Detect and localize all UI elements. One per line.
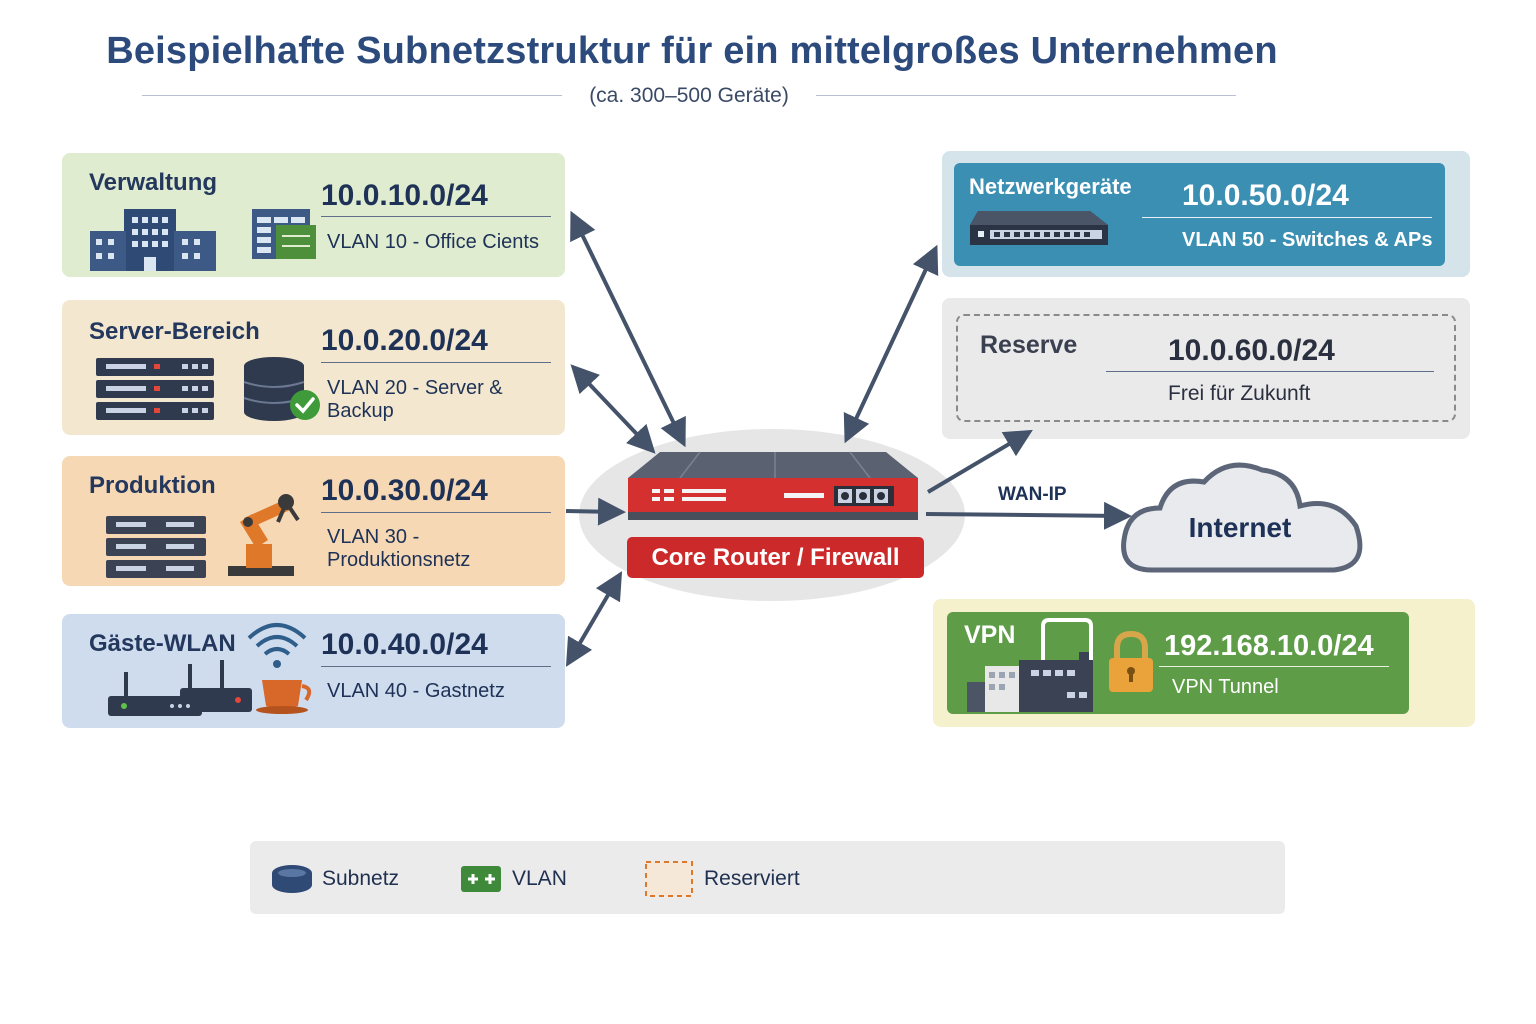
arrow-server: [570, 364, 656, 454]
subnet-note: Frei für Zukunft: [1168, 382, 1311, 405]
divider: [1159, 666, 1389, 667]
divider: [1142, 217, 1432, 218]
subnet-network: 10.0.60.0/24: [1168, 334, 1335, 367]
check-icon: [290, 390, 320, 420]
factory-icon: [967, 618, 1093, 712]
subnet-box-vpn: VPN 192.168.10.0/24 VPN Tunnel: [947, 612, 1409, 714]
subtitle-row: (ca. 300–500 Geräte): [142, 84, 1236, 114]
wifi-icon: [247, 623, 307, 668]
cloud-icon: [1121, 462, 1363, 573]
reserved-dashed-border: [956, 314, 1456, 422]
subnet-network: 10.0.30.0/24: [321, 474, 488, 507]
divider: [321, 512, 551, 513]
padlock-icon: [1109, 630, 1153, 692]
subtitle-line-left: [142, 95, 562, 96]
subnet-box-gaeste-wlan: Gäste-WLAN 10.0.40.0/24 VLAN 40 - Gastne…: [62, 614, 565, 728]
subnet-name: Server-Bereich: [89, 318, 260, 345]
switch-icon: [970, 211, 1108, 245]
legend-subnet-label: Subnetz: [322, 867, 400, 890]
subnet-legend-icon: [272, 865, 312, 893]
divider: [321, 216, 551, 217]
arrow-netzwerk: [843, 244, 939, 444]
subnet-note: VPN Tunnel: [1172, 676, 1279, 698]
subnet-name: VPN: [964, 621, 1016, 649]
subnet-vlan: VLAN 10 - Office Cients: [327, 231, 539, 253]
subnet-network: 10.0.50.0/24: [1182, 179, 1349, 212]
legend-reserved-label: Reserviert: [704, 867, 800, 890]
legend-vlan-label: VLAN: [512, 867, 567, 890]
router-device-icon: [108, 660, 252, 716]
page-subtitle: (ca. 300–500 Geräte): [589, 84, 789, 107]
subnet-vlan: VLAN 20 - Server & Backup: [327, 377, 503, 422]
subnet-vlan: VLAN 30 - Produktionsnetz: [327, 526, 471, 571]
subnet-network: 10.0.10.0/24: [321, 179, 488, 212]
coffee-cup-icon: [256, 680, 312, 714]
robot-arm-icon: [228, 494, 300, 576]
subnet-name: Netzwerkgeräte: [969, 174, 1132, 199]
spreadsheet-icon: [252, 209, 316, 259]
arrow-gaeste: [565, 571, 623, 667]
wan-label: WAN-IP: [998, 484, 1067, 505]
subnet-network: 10.0.40.0/24: [321, 628, 488, 661]
subnet-name: Produktion: [89, 472, 216, 499]
subnet-name: Reserve: [980, 331, 1078, 359]
subnet-vlan: VLAN 40 - Gastnetz: [327, 680, 505, 702]
router-device-icon: [628, 451, 918, 520]
divider: [1106, 371, 1434, 372]
subnet-box-server: Server-Bereich 10.0.20.0/24 VLAN 20 - Se…: [62, 300, 565, 435]
vlan-legend-icon: [461, 866, 501, 892]
subnet-name: Gäste-WLAN: [89, 630, 236, 657]
internet-label: Internet: [1188, 512, 1292, 543]
subnet-name: Verwaltung: [89, 169, 218, 196]
arrow-verwaltung: [570, 210, 686, 448]
subnet-network: 192.168.10.0/24: [1164, 630, 1374, 662]
subnet-box-netzwerkgeraete: Netzwerkgeräte 10.0.50.0/24 VLAN 50 - Sw…: [954, 163, 1445, 266]
subnet-box-reserve: Reserve 10.0.60.0/24 Frei für Zukunft: [942, 298, 1470, 439]
page-title: Beispielhafte Subnetzstruktur für ein mi…: [106, 30, 1278, 72]
subnet-network: 10.0.20.0/24: [321, 324, 488, 357]
subnet-box-verwaltung: Verwaltung 10.0.10.0/24 VLAN 10 - Office…: [62, 153, 565, 277]
server-rack-icon: [106, 516, 206, 578]
arrow-internet: [925, 501, 1132, 530]
connection-arrows: [565, 210, 1132, 667]
subtitle-line-right: [816, 95, 1236, 96]
legend: Subnetz VLAN Reserviert: [250, 841, 1285, 914]
router-label: Core Router / Firewall: [627, 537, 924, 578]
arrow-reserve: [926, 429, 1033, 494]
subnet-vlan: VLAN 50 - Switches & APs: [1182, 229, 1433, 251]
divider: [321, 666, 551, 667]
arrow-produktion: [565, 497, 626, 526]
reserved-legend-icon: [645, 861, 693, 897]
subnet-box-produktion: Produktion 10.0.30.0/24 VLAN 30 - Produk…: [62, 456, 565, 586]
server-rack-icon: [96, 358, 214, 420]
building-icon: [90, 209, 216, 271]
divider: [321, 362, 551, 363]
